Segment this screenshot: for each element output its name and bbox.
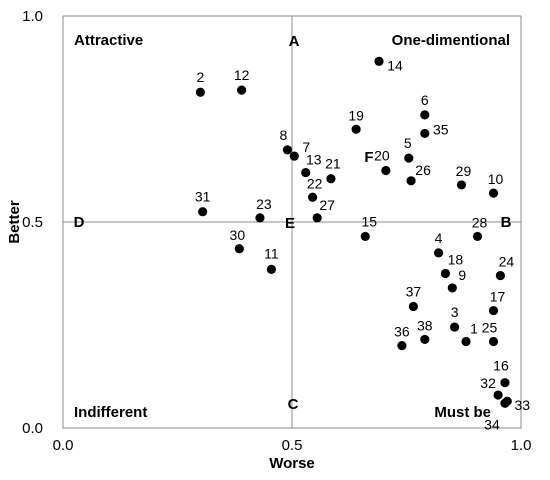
data-point-12 bbox=[237, 85, 247, 95]
data-label-33: 33 bbox=[514, 397, 530, 413]
data-label-25: 25 bbox=[482, 319, 498, 335]
quadrant-label-one-dimentional: One-dimentional bbox=[392, 32, 510, 49]
data-label-28: 28 bbox=[472, 214, 488, 230]
data-label-34: 34 bbox=[484, 416, 500, 432]
data-label-7: 7 bbox=[302, 139, 310, 155]
data-label-31: 31 bbox=[195, 189, 211, 205]
data-point-7 bbox=[289, 151, 299, 161]
data-point-20 bbox=[381, 165, 391, 176]
data-point-11 bbox=[266, 264, 276, 274]
data-label-6: 6 bbox=[421, 92, 429, 108]
region-label-e: E bbox=[285, 215, 295, 232]
region-label-c: C bbox=[288, 396, 299, 413]
data-label-13: 13 bbox=[306, 152, 322, 168]
x-tick-label: 0.0 bbox=[53, 437, 74, 454]
data-label-9: 9 bbox=[458, 267, 466, 283]
y-axis-title: Better bbox=[6, 200, 23, 244]
region-label-f: F bbox=[364, 149, 373, 166]
data-label-19: 19 bbox=[348, 107, 364, 123]
x-tick-label: 1.0 bbox=[511, 437, 532, 454]
data-label-1: 1 bbox=[470, 320, 478, 336]
data-point-13 bbox=[301, 167, 311, 178]
data-point-21 bbox=[326, 174, 336, 184]
data-point-3 bbox=[449, 322, 460, 332]
region-label-d: D bbox=[74, 214, 85, 231]
y-tick-label: 1.0 bbox=[22, 8, 43, 25]
data-point-14 bbox=[374, 56, 384, 66]
data-point-31 bbox=[198, 207, 208, 217]
quadrant-label-indifferent: Indifferent bbox=[74, 404, 147, 421]
data-point-16 bbox=[500, 378, 510, 388]
data-label-32: 32 bbox=[480, 375, 496, 391]
data-point-27 bbox=[312, 213, 322, 223]
data-point-17 bbox=[488, 305, 499, 316]
y-tick-label: 0.0 bbox=[22, 420, 43, 437]
data-label-35: 35 bbox=[433, 121, 449, 137]
data-label-14: 14 bbox=[387, 57, 403, 73]
data-label-24: 24 bbox=[499, 254, 515, 270]
data-point-22 bbox=[308, 192, 318, 202]
data-label-12: 12 bbox=[234, 67, 250, 83]
data-point-24 bbox=[495, 270, 505, 281]
data-point-26 bbox=[406, 176, 416, 186]
data-label-17: 17 bbox=[490, 289, 506, 305]
data-point-19 bbox=[351, 124, 361, 134]
data-point-38 bbox=[420, 334, 430, 345]
data-point-9 bbox=[447, 283, 457, 293]
data-label-16: 16 bbox=[493, 358, 509, 374]
data-point-10 bbox=[488, 188, 499, 198]
data-label-8: 8 bbox=[280, 127, 288, 143]
data-point-5 bbox=[404, 153, 414, 163]
data-label-3: 3 bbox=[451, 304, 459, 320]
data-point-30 bbox=[234, 244, 244, 254]
data-label-21: 21 bbox=[325, 156, 341, 172]
data-label-37: 37 bbox=[406, 283, 422, 299]
data-point-25 bbox=[488, 336, 499, 347]
data-label-29: 29 bbox=[456, 163, 472, 179]
region-label-b: B bbox=[501, 214, 512, 231]
data-point-8 bbox=[282, 145, 293, 155]
data-label-27: 27 bbox=[319, 197, 335, 213]
data-point-1 bbox=[461, 336, 471, 347]
data-point-23 bbox=[255, 213, 265, 223]
x-tick-label: 0.5 bbox=[282, 437, 303, 454]
data-label-11: 11 bbox=[264, 245, 279, 261]
data-label-26: 26 bbox=[415, 162, 431, 178]
data-label-36: 36 bbox=[394, 324, 410, 340]
data-point-28 bbox=[472, 231, 483, 242]
data-point-36 bbox=[397, 341, 407, 351]
x-axis-title: Worse bbox=[269, 455, 315, 472]
data-label-5: 5 bbox=[404, 135, 412, 151]
data-label-15: 15 bbox=[361, 213, 377, 229]
quadrant-label-attractive: Attractive bbox=[74, 32, 143, 49]
data-label-10: 10 bbox=[488, 171, 504, 187]
data-point-35 bbox=[420, 128, 430, 139]
data-label-2: 2 bbox=[197, 69, 205, 85]
data-point-2 bbox=[195, 87, 205, 97]
data-point-4 bbox=[433, 248, 444, 258]
data-label-18: 18 bbox=[448, 252, 464, 268]
data-point-6 bbox=[420, 110, 430, 120]
region-label-a: A bbox=[289, 33, 300, 50]
data-label-22: 22 bbox=[307, 175, 323, 191]
data-point-32 bbox=[493, 390, 503, 400]
data-label-30: 30 bbox=[230, 227, 246, 243]
data-label-38: 38 bbox=[417, 317, 433, 333]
data-point-37 bbox=[408, 301, 418, 312]
data-label-20: 20 bbox=[374, 148, 390, 164]
data-label-23: 23 bbox=[256, 196, 272, 212]
data-point-34 bbox=[500, 398, 510, 408]
data-label-4: 4 bbox=[435, 230, 443, 246]
data-point-29 bbox=[456, 180, 467, 190]
y-tick-label: 0.5 bbox=[22, 214, 43, 231]
data-point-18 bbox=[440, 268, 451, 279]
quadrant-label-must-be: Must be bbox=[434, 404, 491, 421]
data-point-15 bbox=[360, 231, 370, 242]
